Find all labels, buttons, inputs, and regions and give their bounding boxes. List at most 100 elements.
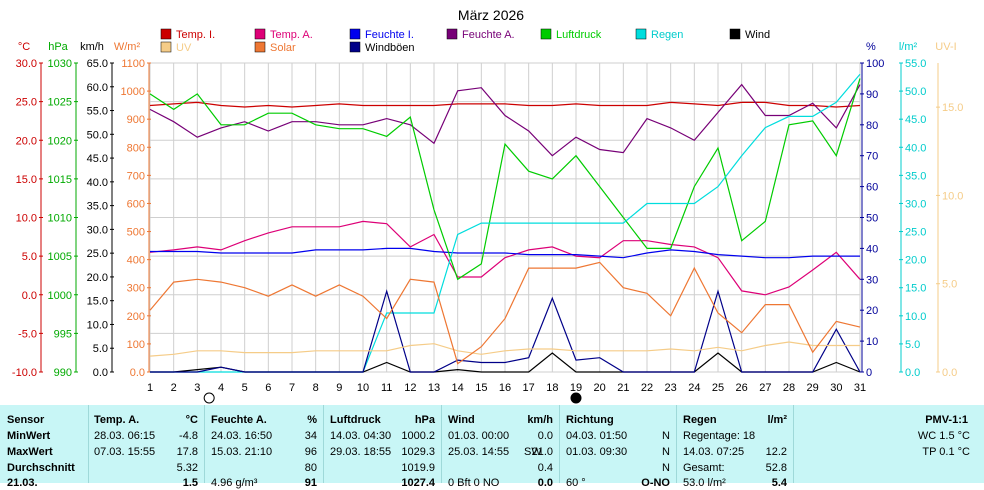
legend-swatch bbox=[160, 41, 172, 53]
axis-tick-press: 1005 bbox=[48, 251, 72, 263]
axis-tick-hum: 100 bbox=[866, 58, 884, 70]
x-tick-label: 26 bbox=[736, 382, 748, 394]
stats-sensor-header: Sensor bbox=[7, 414, 45, 426]
stats-row-label: 21.03. bbox=[7, 477, 38, 489]
axis-label-temp: °C bbox=[18, 41, 30, 53]
axis-tick-rain: 20.0 bbox=[905, 255, 926, 267]
stats-row-label: MaxWert bbox=[7, 446, 53, 458]
axis-tick-wind: 50.0 bbox=[87, 129, 108, 141]
stats-col-pmv: PMV-1:1 WC 1.5 °C TP 0.1 °C bbox=[794, 405, 984, 483]
stats-press-time: 29.03. 18:55 bbox=[330, 446, 392, 458]
legend-label: Windböen bbox=[365, 42, 415, 54]
axis-tick-temp: 15.0 bbox=[16, 174, 37, 186]
axis-tick-solar: 300 bbox=[127, 283, 145, 295]
stats-temp-value: -4.8 bbox=[179, 430, 198, 442]
stats-col-sensor: Sensor MinWert MaxWert Durchschnitt 21.0… bbox=[0, 405, 89, 489]
stats-dir-time: 01.03. 09:30 bbox=[566, 446, 628, 458]
x-tick-label: 10 bbox=[357, 382, 369, 394]
x-tick-label: 25 bbox=[712, 382, 724, 394]
axis-tick-hum: 10 bbox=[866, 336, 878, 348]
stats-hum-time: 15.03. 21:10 bbox=[211, 446, 273, 458]
stats-temp-value: 5.32 bbox=[176, 462, 198, 474]
axis-tick-rain: 40.0 bbox=[905, 142, 926, 154]
axis-label-rain: l/m² bbox=[899, 41, 918, 53]
stats-temp-time: 07.03. 15:55 bbox=[94, 446, 156, 458]
stats-rain-value: 5.4 bbox=[771, 477, 787, 489]
chart-title: März 2026 bbox=[458, 7, 524, 23]
x-tick-label: 8 bbox=[313, 382, 319, 394]
axis-tick-wind: 65.0 bbox=[87, 58, 108, 70]
axis-tick-solar: 500 bbox=[127, 227, 145, 239]
stats-wind-unit: km/h bbox=[527, 414, 553, 426]
axis-tick-press: 1010 bbox=[48, 213, 72, 225]
stats-press-value: 1000.2 bbox=[401, 430, 435, 442]
axis-tick-rain: 50.0 bbox=[905, 86, 926, 98]
stats-press-time: 14.03. 04:30 bbox=[330, 430, 392, 442]
axis-tick-temp: 25.0 bbox=[16, 97, 37, 109]
axis-tick-hum: 20 bbox=[866, 305, 878, 317]
x-tick-label: 3 bbox=[194, 382, 200, 394]
stats-wind-value: 21.0 bbox=[531, 446, 553, 458]
legend-swatch bbox=[254, 41, 266, 53]
stats-wind-time: 01.03. 00:00 bbox=[448, 430, 510, 442]
stats-row-label: MinWert bbox=[7, 430, 51, 442]
axis-tick-temp: 20.0 bbox=[16, 135, 37, 147]
x-tick-label: 20 bbox=[594, 382, 606, 394]
axis-tick-hum: 90 bbox=[866, 89, 878, 101]
axis-tick-rain: 5.0 bbox=[905, 339, 920, 351]
stats-rain-label: 53.0 l/m² bbox=[683, 477, 726, 489]
stats-col-rain: Regen l/m² Regentage: 18 14.03. 07:25 12.… bbox=[677, 405, 794, 489]
axis-tick-press: 1015 bbox=[48, 174, 72, 186]
stats-dir-time: 60 ° bbox=[566, 477, 586, 489]
x-tick-label: 15 bbox=[475, 382, 487, 394]
axis-tick-solar: 1000 bbox=[121, 86, 145, 98]
x-tick-label: 4 bbox=[218, 382, 224, 394]
axis-tick-press: 1000 bbox=[48, 290, 72, 302]
series-line-temp-i- bbox=[149, 101, 861, 108]
axis-tick-wind: 45.0 bbox=[87, 153, 108, 165]
stats-press-value: 1019.9 bbox=[401, 462, 435, 474]
axis-tick-press: 1030 bbox=[48, 58, 72, 70]
axis-tick-rain: 10.0 bbox=[905, 311, 926, 323]
axis-tick-wind: 55.0 bbox=[87, 106, 108, 118]
x-tick-label: 19 bbox=[570, 382, 582, 394]
axis-tick-rain: 45.0 bbox=[905, 114, 926, 126]
stats-dir-value: N bbox=[662, 430, 670, 442]
stats-col-wind: Wind km/h 01.03. 00:00 0.0 25.03. 14:55 SW… bbox=[442, 405, 560, 489]
axis-tick-rain: 0.0 bbox=[905, 367, 920, 379]
stats-wind-time: 25.03. 14:55 bbox=[448, 446, 510, 458]
axis-tick-solar: 200 bbox=[127, 311, 145, 323]
x-tick-label: 22 bbox=[641, 382, 653, 394]
full-moon-marker bbox=[203, 392, 215, 404]
legend-swatch bbox=[160, 28, 172, 40]
x-tick-label: 16 bbox=[499, 382, 511, 394]
stats-dir-value: N bbox=[662, 462, 670, 474]
legend-label: Feuchte A. bbox=[462, 29, 515, 41]
axis-label-press: hPa bbox=[48, 41, 68, 53]
legend-label: Temp. A. bbox=[270, 29, 313, 41]
axis-tick-wind: 25.0 bbox=[87, 248, 108, 260]
series-line-solar bbox=[149, 261, 861, 365]
stats-temp-header: Temp. A. bbox=[94, 414, 140, 426]
stats-hum-unit: % bbox=[307, 414, 317, 426]
axis-tick-uv: 15.0 bbox=[942, 102, 963, 114]
series-line-feuchte-i- bbox=[150, 247, 860, 259]
series-line-windb-en bbox=[150, 289, 861, 373]
x-tick-label: 1 bbox=[147, 382, 153, 394]
axis-tick-rain: 25.0 bbox=[905, 227, 926, 239]
stats-pmv-value: WC 1.5 °C bbox=[917, 430, 970, 442]
stats-dir-header: Richtung bbox=[566, 414, 614, 426]
axis-tick-wind: 0.0 bbox=[93, 367, 108, 379]
statistics-panel: Sensor MinWert MaxWert Durchschnitt 21.0… bbox=[0, 405, 984, 489]
axis-tick-wind: 40.0 bbox=[87, 177, 108, 189]
axis-tick-press: 1020 bbox=[48, 135, 72, 147]
stats-hum-value: 80 bbox=[304, 462, 317, 474]
stats-hum-time: 24.03. 16:50 bbox=[211, 430, 273, 442]
axis-label-wind: km/h bbox=[80, 41, 104, 53]
stats-wind-time: 0 Bft 0 NO bbox=[448, 477, 500, 489]
axis-tick-wind: 15.0 bbox=[87, 296, 108, 308]
stats-rain-value: 12.2 bbox=[765, 446, 787, 458]
x-tick-label: 17 bbox=[523, 382, 535, 394]
stats-pmv-value: TP 0.1 °C bbox=[922, 446, 970, 458]
axis-tick-wind: 10.0 bbox=[87, 319, 108, 331]
